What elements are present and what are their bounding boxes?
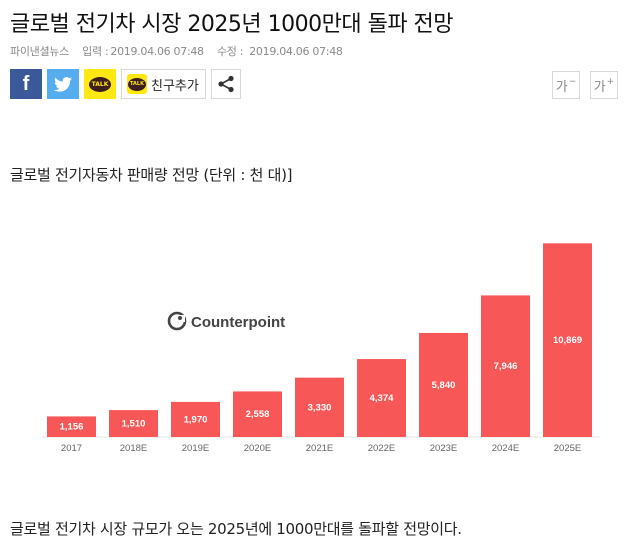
kakaotalk-badge-text: TALK [91, 80, 109, 88]
value-label-2020E: 2,558 [246, 409, 270, 420]
bar-2018E [109, 410, 158, 437]
ev-sales-chart: Counterpoint 1,156 2017 1,510 2018E 1,970 201… [40, 232, 600, 467]
figure-caption: 글로벌 전기자동차 판매량 전망 (단위 : 천 대)] [10, 166, 293, 184]
x-tick-2022E: 2022E [368, 443, 395, 454]
minus-icon: − [568, 77, 577, 87]
facebook-share-button[interactable]: f [10, 69, 42, 99]
value-label-2019E: 1,970 [184, 414, 208, 425]
bar-2023E [419, 332, 468, 437]
font-decrease-label: 가 [555, 79, 568, 95]
add-friend-button[interactable]: TALK 친구추가 [121, 69, 206, 99]
value-label-2024E: 7,946 [494, 361, 518, 372]
article-paragraph: 글로벌 전기차 시장 규모가 오는 2025년에 1000만대를 돌파할 전망이… [10, 520, 462, 538]
chart-bars: 1,156 2017 1,510 2018E 1,970 2019E 2,558 2020E 3… [47, 243, 592, 454]
share-icon [218, 75, 234, 93]
add-friend-label: 친구추가 [151, 78, 199, 94]
article-headline: 글로벌 전기차 시장 2025년 1000만대 돌파 전망 [10, 12, 454, 37]
value-label-2018E: 1,510 [122, 419, 146, 430]
bar-2021E [295, 377, 344, 437]
input-label: 입력 : [82, 45, 109, 58]
font-increase-label: 가 [593, 79, 606, 95]
font-decrease-button[interactable]: 가 − [552, 71, 580, 99]
x-tick-2020E: 2020E [244, 443, 271, 454]
input-time: 2019.04.06 07:48 [110, 45, 204, 58]
twitter-icon [54, 76, 72, 92]
font-increase-button[interactable]: 가 + [590, 71, 618, 99]
bar-chart-svg: Counterpoint 1,156 2017 1,510 2018E 1,970 201… [42, 243, 600, 454]
bar-2022E [357, 359, 406, 437]
x-tick-2017: 2017 [61, 443, 82, 454]
kakao-small-badge: TALK [128, 77, 146, 91]
value-label-2025E: 10,869 [553, 335, 582, 346]
plus-icon: + [606, 77, 615, 87]
value-label-2021E: 3,330 [308, 402, 332, 413]
x-tick-2023E: 2023E [430, 443, 457, 454]
kakao-plus-icon: TALK [127, 74, 147, 94]
facebook-icon: f [22, 72, 30, 95]
bar-2024E [481, 295, 530, 437]
edit-time: 2019.04.06 07:48 [249, 45, 343, 58]
twitter-share-button[interactable] [47, 69, 79, 99]
counterpoint-logo: Counterpoint [167, 311, 285, 331]
share-button[interactable] [210, 69, 241, 99]
bar-2017 [47, 416, 96, 437]
value-label-2017: 1,156 [60, 422, 84, 433]
x-tick-2021E: 2021E [306, 443, 333, 454]
kakaotalk-icon: TALK [89, 76, 111, 92]
counterpoint-watermark: Counterpoint [191, 314, 285, 331]
press-name[interactable]: 파이낸셜뉴스 [10, 45, 69, 58]
kakao-small-badge-text: TALK [130, 81, 144, 87]
share-toolbar: f TALK TALK 친구추가 [10, 69, 241, 99]
x-tick-2024E: 2024E [492, 443, 519, 454]
bar-2019E [171, 401, 220, 437]
kakaotalk-share-button[interactable]: TALK [84, 69, 116, 99]
x-tick-2018E: 2018E [120, 443, 147, 454]
bar-2025E [543, 243, 592, 437]
value-label-2023E: 5,840 [432, 380, 456, 391]
value-label-2022E: 4,374 [370, 393, 394, 404]
article-meta: 파이낸셜뉴스 입력 :2019.04.06 07:48 수정 :2019.04.… [10, 43, 349, 59]
edit-label: 수정 : [216, 45, 244, 58]
bar-2020E [233, 391, 282, 437]
x-tick-2025E: 2025E [554, 443, 581, 454]
x-tick-2019E: 2019E [182, 443, 209, 454]
